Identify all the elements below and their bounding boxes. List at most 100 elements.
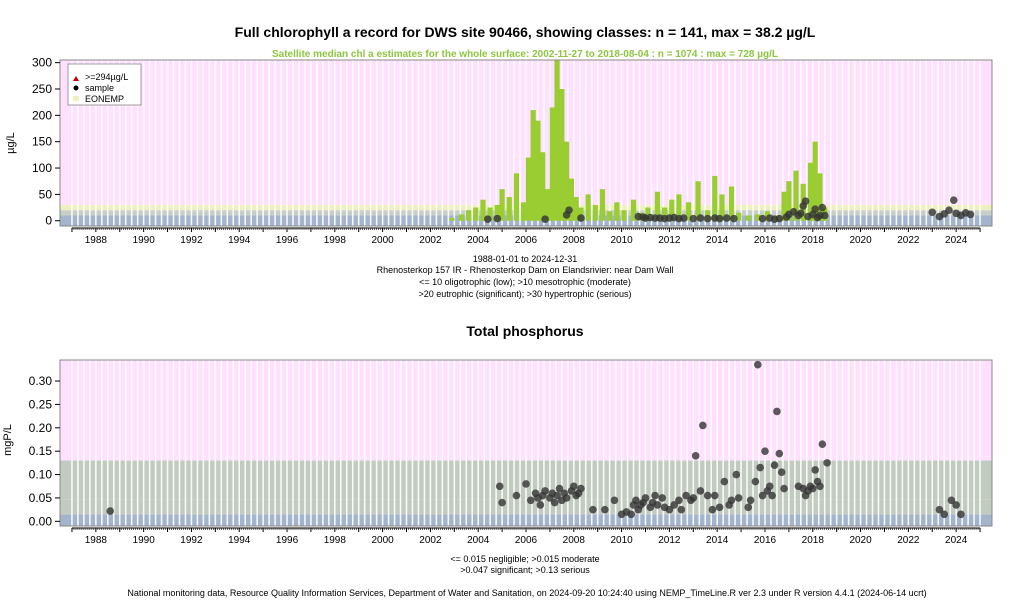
chart1-sample-point: [689, 214, 698, 223]
chart1-caption-line1: 1988-01-01 to 2024-12-31: [473, 254, 578, 264]
chart2-sample-point: [689, 494, 698, 502]
chart1-caption-line2: Rhenosterkop 157 IR - Rhenosterkop Dam o…: [377, 265, 674, 275]
chart1-sample-point: [722, 214, 731, 222]
chart1-sample-point: [945, 206, 953, 214]
chart2-sample-point: [589, 505, 597, 514]
chart1-satellite-bar: [564, 141, 570, 221]
chart2-y-tick-label: 0.20: [29, 421, 53, 435]
chart2-x-tick-label: 2008: [563, 535, 586, 546]
chart2-sample-point: [498, 498, 506, 507]
chart2-x-tick-label: 2002: [419, 535, 442, 546]
chart1-x-tick-label: 2020: [849, 235, 872, 246]
chart1-satellite-bar: [719, 194, 725, 221]
chart2-sample-point: [758, 491, 767, 500]
chart1-x-tick-label: 2006: [515, 235, 538, 246]
chart1-satellite-bar: [745, 215, 751, 221]
chart1-satellite-bar: [549, 107, 555, 221]
chart2-sample-point: [710, 491, 719, 500]
chart1-satellite-bar: [568, 178, 575, 221]
chart1-x-tick-label: 2016: [754, 235, 777, 246]
chart2-sample-point: [770, 461, 779, 470]
chart1-satellite-bar: [736, 212, 742, 221]
chart1-satellite-bar: [544, 189, 551, 221]
chart1-satellite-bar: [499, 189, 505, 221]
chart2-sample-point: [775, 449, 784, 458]
chart2-sample-point: [773, 407, 781, 416]
chart1-x-tick-label: 1990: [133, 235, 156, 246]
chart2-sample-point: [696, 487, 705, 495]
chart2-sample-point: [777, 468, 786, 477]
legend-eonemp-swatch: [73, 96, 79, 101]
chart1-sample-point: [679, 214, 688, 222]
chart2-sample-point: [699, 421, 707, 430]
chart2-sample-point: [751, 477, 760, 486]
legend-entry-threshold: >=294µg/L: [85, 72, 128, 82]
chart1-satellite-bar: [755, 214, 761, 221]
chart2-sample-point: [541, 487, 549, 495]
chart1-sample-point: [758, 214, 767, 223]
chart2-sample-point: [512, 491, 521, 500]
chart2-sample-point: [550, 498, 559, 507]
chart1-x-tick-label: 2018: [802, 235, 825, 246]
chart1-satellite-bar: [728, 186, 735, 221]
chart2-sample-point: [703, 491, 712, 500]
chart1-y-tick-label: 150: [32, 135, 52, 149]
chart1-y-tick-label: 0: [45, 214, 52, 228]
chart2-sample-point: [677, 505, 686, 514]
chart2-x-tick-label: 2000: [371, 535, 394, 546]
chart2-sample-point: [670, 501, 678, 509]
chart1-satellite-bar: [807, 162, 813, 221]
chart1-satellite-bar: [559, 88, 565, 221]
legend-triangle-icon: [73, 76, 79, 81]
chart1-x-tick-label: 2024: [945, 235, 968, 246]
chart1-sample-point: [818, 203, 827, 212]
chart1-satellite-bar: [554, 60, 560, 221]
chart2-sample-point: [682, 491, 690, 500]
chart2-x-tick-label: 2024: [945, 535, 968, 546]
chart1-satellite-bar: [506, 197, 512, 221]
chart1-sample-point: [696, 214, 705, 222]
chart2-x-tick-label: 2016: [754, 535, 777, 546]
chart1-satellite-bar: [592, 204, 598, 221]
chart2-title: Total phosphorus: [466, 323, 583, 339]
chart2-x-tick-label: 2014: [706, 535, 729, 546]
chart1-sample-point: [493, 214, 502, 223]
chart2-sample-point: [761, 447, 769, 455]
chart2-sample-point: [658, 494, 667, 502]
chart1-satellite-bar: [786, 181, 792, 221]
chart2-x-tick-label: 2004: [467, 535, 490, 546]
chart1-x-tick-label: 2014: [706, 235, 729, 246]
chart1-satellite-bar: [525, 157, 531, 221]
chart1-sample-point: [577, 214, 585, 222]
chart1-satellite-bar: [621, 210, 627, 221]
chart1-satellite-bar: [480, 199, 486, 221]
chart2-caption-line1: <= 0.015 negligible; >0.015 moderate: [450, 554, 599, 564]
chart1-sample-point: [928, 208, 937, 217]
chart1-satellite-bar: [630, 199, 637, 221]
chart2-sample-point: [495, 482, 504, 491]
chart1-satellite-bar: [614, 202, 620, 221]
chart2-sample-point: [754, 360, 762, 369]
legend-dot-icon: [73, 85, 79, 91]
chart1-x-tick-label: 1996: [276, 235, 299, 246]
chart2-sample-point: [720, 477, 729, 486]
chart1-sample-point: [565, 206, 573, 214]
chart1-x-tick-label: 2012: [658, 235, 681, 246]
chart1-sample-point: [541, 215, 549, 223]
chart1-satellite-bar: [458, 214, 465, 221]
chart2-sample-point: [765, 482, 774, 491]
footer-credit: National monitoring data, Resource Quali…: [127, 588, 926, 598]
chart1-satellite-bar: [466, 210, 472, 221]
chart2-sample-point: [746, 496, 755, 505]
chart2-sample-point: [610, 496, 619, 505]
chart1-satellite-bar: [793, 170, 799, 221]
chart2-sample-point: [947, 496, 956, 505]
chart1-satellite-bar: [662, 207, 668, 221]
chart1-sample-point: [730, 214, 738, 223]
chart2-sample-point: [715, 503, 724, 512]
legend-entry-eonemp: EONEMP: [85, 94, 124, 104]
chart2-x-tick-label: 1992: [180, 535, 203, 546]
chart2-y-tick-label: 0.00: [29, 514, 53, 528]
chart2-sample-point: [732, 470, 741, 479]
